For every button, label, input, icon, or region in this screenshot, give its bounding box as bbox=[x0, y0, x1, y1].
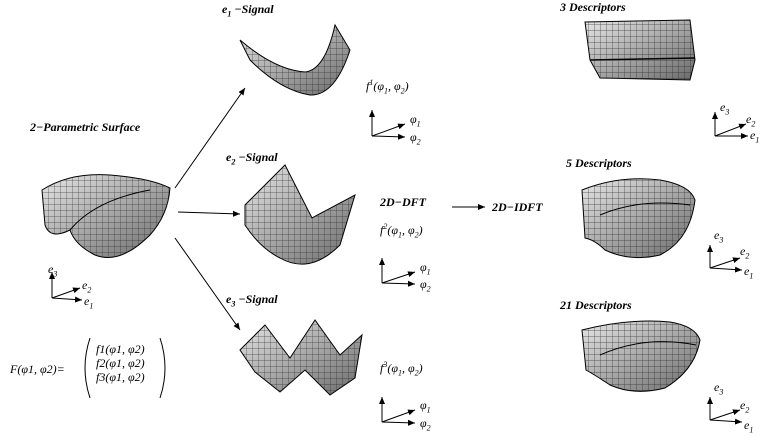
axis-phi2-f1: φ2 bbox=[410, 130, 421, 147]
desc21-label: 21 Descriptors bbox=[560, 298, 632, 312]
axes-f3 bbox=[379, 397, 416, 426]
e3-signal-title: e3 −Signal bbox=[226, 292, 278, 309]
f2-function: f2(φ1, φ2) bbox=[380, 222, 423, 240]
axis-e3-desc21: e3 bbox=[714, 380, 724, 397]
desc3-label: 3 Descriptors bbox=[560, 0, 626, 14]
f1-function: f1(φ1, φ2) bbox=[366, 78, 409, 96]
axis-phi1-f1: φ1 bbox=[410, 112, 421, 129]
axis-e1-param: e1 bbox=[84, 294, 94, 311]
desc5-label: 5 Descriptors bbox=[566, 156, 632, 170]
arrow-to-e3 bbox=[174, 237, 241, 331]
axes-desc21 bbox=[707, 397, 743, 425]
axis-e3-desc5: e3 bbox=[714, 228, 724, 245]
axis-phi1-f2: φ1 bbox=[420, 260, 431, 277]
axis-e1-desc3: e1 bbox=[750, 128, 760, 145]
arrow-to-e1 bbox=[174, 87, 246, 189]
parametric-surface-title: 2−Parametric Surface bbox=[30, 120, 141, 134]
e3-signal-surface bbox=[239, 319, 363, 396]
reconstruction-5-descriptors bbox=[581, 178, 696, 259]
reconstruction-21-descriptors bbox=[581, 320, 701, 392]
formula-lhs: F(φ1, φ2)= bbox=[10, 362, 65, 376]
axes-f1 bbox=[369, 110, 406, 140]
e1-signal-title: e1 −Signal bbox=[222, 2, 274, 19]
dft-label: 2D−DFT bbox=[380, 195, 426, 209]
axis-e3-desc3: e3 bbox=[720, 100, 730, 117]
axis-e1-desc21: e1 bbox=[744, 418, 754, 435]
e2-signal-surface bbox=[244, 164, 356, 265]
e2-signal-title: e2 −Signal bbox=[226, 150, 278, 167]
axis-phi2-f3: φ2 bbox=[420, 416, 431, 433]
parametric-surface-shape bbox=[41, 174, 171, 258]
matrix-left-paren bbox=[84, 337, 91, 399]
e1-signal-surface bbox=[239, 23, 351, 96]
axis-phi1-f3: φ1 bbox=[420, 398, 431, 415]
matrix-right-paren bbox=[159, 337, 166, 399]
axis-e2-desc21: e2 bbox=[740, 398, 750, 415]
formula-row-2: f2(φ1, φ2) bbox=[96, 356, 145, 370]
axis-phi2-f2: φ2 bbox=[420, 277, 431, 294]
axes-f2 bbox=[379, 258, 416, 287]
axis-e3-param: e3 bbox=[48, 262, 58, 279]
reconstruction-3-descriptors bbox=[584, 19, 696, 81]
axes-parametric bbox=[49, 272, 83, 303]
axis-e2-param: e2 bbox=[82, 278, 92, 295]
f3-function: f3(φ1, φ2) bbox=[380, 360, 423, 378]
axis-e2-desc5: e2 bbox=[740, 244, 750, 261]
axes-desc5 bbox=[707, 245, 743, 273]
idft-label: 2D−IDFT bbox=[492, 200, 543, 214]
formula-row-1: f1(φ1, φ2) bbox=[96, 342, 145, 356]
axes-desc3 bbox=[712, 112, 748, 139]
arrow-to-e2 bbox=[177, 210, 241, 217]
axis-e1-desc5: e1 bbox=[744, 264, 754, 281]
axis-e2-desc3: e2 bbox=[746, 112, 756, 129]
formula-row-3: f3(φ1, φ2) bbox=[96, 370, 145, 384]
